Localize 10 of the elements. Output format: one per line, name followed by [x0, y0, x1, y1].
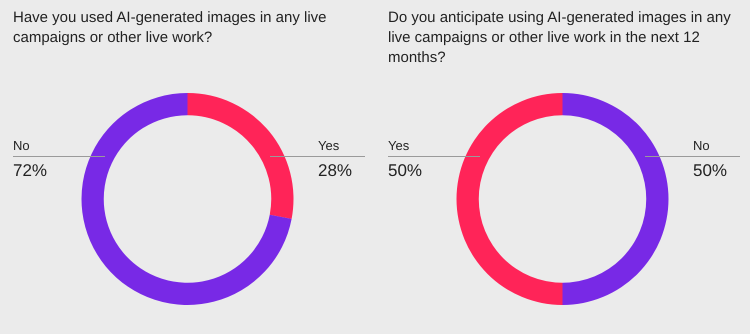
slice-label: No: [693, 138, 710, 153]
data-label: 50%: [388, 161, 422, 180]
data-label: 72%: [13, 161, 48, 180]
slice-label: Yes: [388, 138, 410, 153]
data-label: 50%: [693, 161, 728, 180]
chart-title: Do you anticipate using AI-generated images in any live campaigns or other live work in the next 12 months?: [388, 8, 732, 68]
slice-label: Yes: [318, 138, 340, 153]
data-label: 28%: [318, 161, 352, 180]
slice-label: No: [13, 138, 30, 153]
chart-title: Have you used AI-generated images in any live campaigns or other live work?: [13, 8, 328, 48]
